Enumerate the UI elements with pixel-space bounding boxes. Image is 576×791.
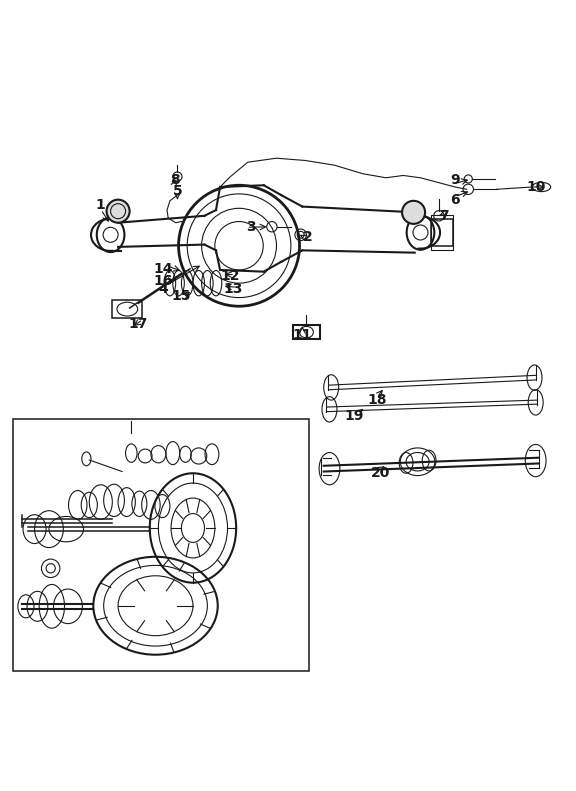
- Text: 6: 6: [450, 193, 460, 206]
- Text: 9: 9: [450, 172, 460, 187]
- Text: 15: 15: [172, 290, 191, 304]
- Text: 19: 19: [344, 409, 364, 422]
- Ellipse shape: [402, 201, 425, 224]
- Text: 11: 11: [293, 328, 312, 342]
- Text: 17: 17: [128, 316, 148, 331]
- Text: 5: 5: [173, 184, 182, 198]
- Text: 4: 4: [158, 282, 168, 296]
- Bar: [112, 301, 142, 318]
- Text: 12: 12: [221, 269, 240, 282]
- Bar: [431, 214, 453, 250]
- Text: 16: 16: [153, 274, 173, 289]
- Bar: [431, 219, 453, 246]
- Bar: [13, 418, 309, 671]
- Text: 1: 1: [96, 199, 105, 213]
- Text: 13: 13: [223, 282, 243, 296]
- Text: 3: 3: [246, 221, 255, 234]
- Bar: [293, 324, 320, 339]
- Text: 14: 14: [153, 262, 173, 276]
- Text: 20: 20: [370, 466, 390, 480]
- Text: 18: 18: [367, 393, 387, 407]
- Text: 10: 10: [526, 180, 545, 194]
- Text: 2: 2: [304, 230, 313, 244]
- Text: 7: 7: [439, 209, 448, 223]
- Text: 8: 8: [170, 172, 179, 187]
- Ellipse shape: [107, 199, 130, 223]
